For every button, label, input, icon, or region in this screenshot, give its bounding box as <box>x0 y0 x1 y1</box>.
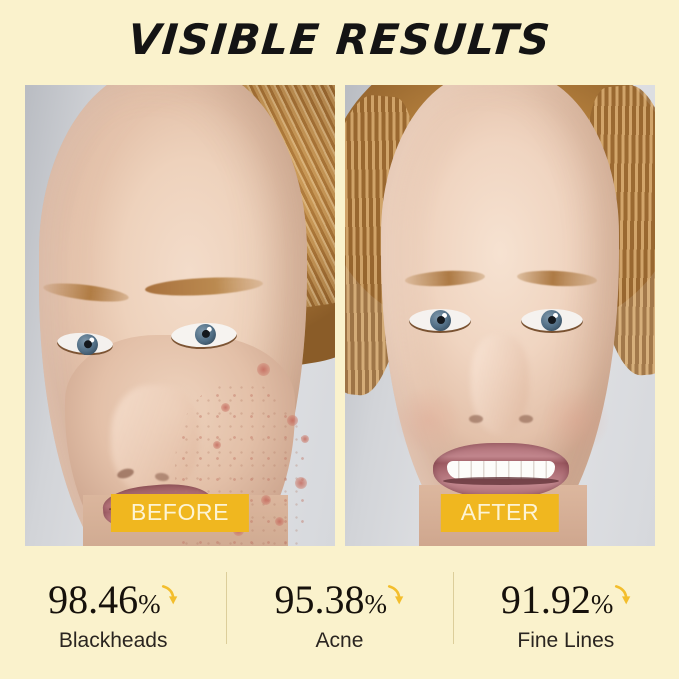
before-blemish <box>295 477 307 489</box>
before-eye-glint-left <box>89 337 95 343</box>
before-blemish <box>301 435 309 443</box>
after-teeth <box>447 461 555 479</box>
before-after-comparison: BEFORE AF <box>25 85 655 546</box>
after-nostril-right <box>519 415 533 423</box>
before-blemish <box>257 363 270 376</box>
after-eye-right <box>521 309 583 333</box>
stats-row: 98.46% Blackheads 95.38% Acne 91.92% Fin… <box>0 560 679 665</box>
stat-number: 98.46 <box>48 577 139 622</box>
after-iris-left <box>430 310 451 331</box>
stat-value: 98.46% <box>48 570 178 626</box>
stat-acne: 95.38% Acne <box>226 560 452 665</box>
stat-number: 95.38 <box>274 577 365 622</box>
stat-percent-sign: % <box>138 589 161 619</box>
after-photo: AFTER <box>345 85 655 546</box>
down-arrow-icon <box>614 570 631 614</box>
stat-label: Blackheads <box>58 629 168 652</box>
before-photo: BEFORE <box>25 85 335 546</box>
stat-number: 91.92 <box>500 577 591 622</box>
stat-value: 95.38% <box>274 570 404 626</box>
before-blemish <box>261 495 271 505</box>
stat-blackheads: 98.46% Blackheads <box>0 560 226 665</box>
after-cheek-right <box>543 385 609 455</box>
before-blemish <box>213 441 221 449</box>
before-badge: BEFORE <box>110 494 250 532</box>
after-mouth-shadow <box>443 477 559 485</box>
after-eye-glint-left <box>442 313 447 318</box>
stat-label: Fine Lines <box>517 629 615 652</box>
stat-percent-sign: % <box>364 589 387 619</box>
after-iris-right <box>541 310 562 331</box>
after-eye-glint-right <box>553 313 558 318</box>
stat-value: 91.92% <box>501 570 631 626</box>
before-blemish <box>287 415 298 426</box>
after-eye-left <box>409 309 471 333</box>
after-cheek-left <box>395 385 461 455</box>
stat-fine-lines: 91.92% Fine Lines <box>452 560 679 665</box>
after-badge: AFTER <box>440 494 560 532</box>
before-iris-left <box>76 333 99 356</box>
before-blemish <box>275 517 284 526</box>
before-eye-glint-right <box>206 326 212 332</box>
before-blemish <box>221 403 230 412</box>
before-iris-right <box>194 323 217 346</box>
down-arrow-icon <box>387 570 404 614</box>
after-smiling-mouth <box>433 443 569 499</box>
stat-label: Acne <box>315 629 364 652</box>
down-arrow-icon <box>161 570 178 614</box>
page-title: VISIBLE RESULTS <box>126 15 554 64</box>
after-nostril-left <box>469 415 483 423</box>
stat-percent-sign: % <box>590 589 614 619</box>
